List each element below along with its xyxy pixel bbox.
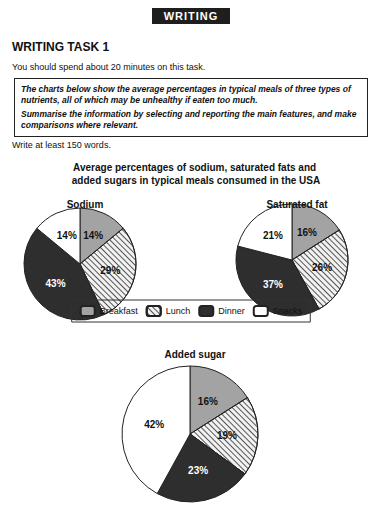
svg-text:Saturated fat: Saturated fat <box>266 199 328 210</box>
svg-text:43%: 43% <box>45 278 65 289</box>
svg-text:Breakfast: Breakfast <box>100 306 139 316</box>
html-text:Write at least 150 words.: Write at least 150 words. <box>12 140 111 150</box>
html-text:The charts below show the aver: The charts below show the average percen… <box>21 84 351 105</box>
svg-text:Average percentages of sodium,: Average percentages of sodium, saturated… <box>73 162 319 173</box>
svg-text:42%: 42% <box>144 419 164 430</box>
svg-text:Snacks: Snacks <box>273 306 303 316</box>
svg-text:added sugars in typical meals: added sugars in typical meals consumed i… <box>72 175 320 186</box>
svg-text:Lunch: Lunch <box>166 306 191 316</box>
html-text:You should spend about 20 minu: You should spend about 20 minutes on thi… <box>12 62 206 72</box>
svg-text:14%: 14% <box>57 230 77 241</box>
svg-text:Added sugar: Added sugar <box>164 349 225 360</box>
svg-text:21%: 21% <box>263 230 283 241</box>
html-text:WRITING TASK 1: WRITING TASK 1 <box>12 40 110 54</box>
svg-text:Sodium: Sodium <box>67 199 104 210</box>
svg-text:23%: 23% <box>188 465 208 476</box>
svg-text:37%: 37% <box>263 279 283 290</box>
svg-text:16%: 16% <box>297 227 317 238</box>
svg-text:16%: 16% <box>198 396 218 407</box>
html-text:Summarise the information by s: Summarise the information by selecting a… <box>21 109 357 130</box>
svg-text:26%: 26% <box>312 262 332 273</box>
svg-text:19%: 19% <box>217 430 237 441</box>
svg-text:14%: 14% <box>83 230 103 241</box>
svg-text:29%: 29% <box>100 265 120 276</box>
svg-text:Dinner: Dinner <box>218 306 245 316</box>
html-text:WRITING: WRITING <box>163 10 219 22</box>
